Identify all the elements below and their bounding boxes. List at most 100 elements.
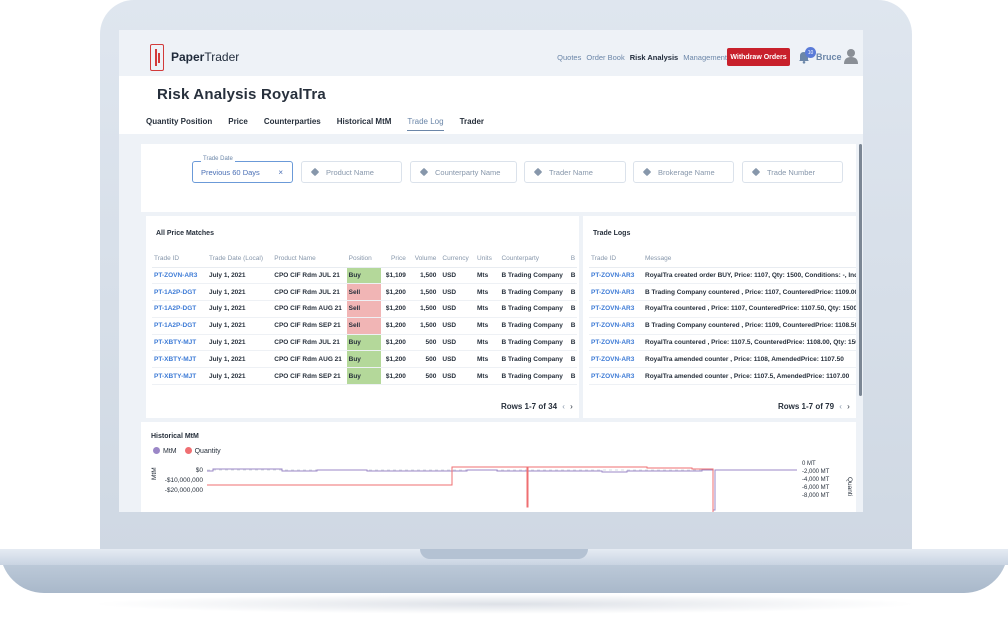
table-row[interactable]: PT-ZOVN-AR3 RoyalTra countered , Price: 1… <box>589 300 856 318</box>
col-trade-id[interactable]: Trade ID <box>589 250 643 268</box>
table-row[interactable]: PT-XBTY-MJT July 1, 2021 CPO CIF Rdm SEP 2… <box>152 367 577 386</box>
logo-icon[interactable] <box>150 44 164 71</box>
trade-date-legend: Trade Date <box>201 156 235 162</box>
trade-number-filter[interactable]: Trade Number <box>742 161 843 183</box>
table-row[interactable]: PT-1A2P-DGT July 1, 2021 CPO CIF Rdm SEP 2… <box>152 317 577 335</box>
col-price[interactable]: Price <box>381 250 410 268</box>
trade-id-cell[interactable]: PT-ZOVN-AR3 <box>152 267 208 285</box>
trade-date-cell: July 1, 2021 <box>207 267 273 285</box>
position-cell: Buy <box>346 367 382 386</box>
nav-risk-analysis[interactable]: Risk Analysis <box>629 53 679 62</box>
col-trade-date[interactable]: Trade Date (Local) <box>207 250 273 268</box>
nav-quotes[interactable]: Quotes <box>557 53 582 62</box>
col-b[interactable]: B <box>568 250 577 268</box>
trade-logs-pager: Rows 1-7 of 79 ‹ › <box>778 402 850 411</box>
trade-id-cell[interactable]: PT-ZOVN-AR3 <box>589 350 643 369</box>
table-row[interactable]: PT-ZOVN-AR3 RoyalTra amended counter , Pr… <box>589 367 856 386</box>
col-currency[interactable]: Currency <box>440 250 476 268</box>
mtm-chart-plot[interactable] <box>207 462 797 512</box>
nav-order-book[interactable]: Order Book <box>586 53 625 62</box>
price-matches-pager: Rows 1-7 of 34 ‹ › <box>501 402 573 411</box>
trade-id-cell[interactable]: PT-ZOVN-AR3 <box>589 267 643 285</box>
currency-cell: USD <box>440 367 476 386</box>
trade-id-cell[interactable]: PT-ZOVN-AR3 <box>589 300 643 318</box>
price-matches-table: Trade ID Trade Date (Local) Product Name… <box>152 250 577 386</box>
trade-id-cell[interactable]: PT-XBTY-MJT <box>152 350 208 369</box>
pager-label: Rows 1-7 of 79 <box>778 402 835 411</box>
historical-mtm-panel: Historical MtM MtM Quantity $0 -$10,000,… <box>141 422 856 512</box>
price-cell: $1,200 <box>381 283 410 302</box>
legend-item-quantity[interactable]: Quantity <box>184 447 221 455</box>
product-name-cell: CPO CIF Rdm JUL 21 <box>272 267 347 285</box>
tab-quantity-position[interactable]: Quantity Position <box>146 117 213 126</box>
trade-id-cell[interactable]: PT-1A2P-DGT <box>152 283 208 302</box>
next-page-button[interactable]: › <box>847 402 850 411</box>
mtm-series-line <box>207 468 797 511</box>
col-trade-id[interactable]: Trade ID <box>152 250 208 268</box>
tick-label: -8,000 MT <box>802 493 830 499</box>
user-name[interactable]: Bruce <box>816 52 842 62</box>
b-cell: B <box>568 267 577 285</box>
trade-id-cell[interactable]: PT-1A2P-DGT <box>152 317 208 335</box>
col-units[interactable]: Units <box>475 250 500 268</box>
tab-trade-log[interactable]: Trade Log <box>407 117 444 131</box>
col-product-name[interactable]: Product Name <box>272 250 347 268</box>
table-row[interactable]: PT-ZOVN-AR3 B Trading Company countered ,… <box>589 283 856 302</box>
trade-id-cell[interactable]: PT-1A2P-DGT <box>152 300 208 318</box>
counterparty-cell: B Trading Company <box>499 367 569 386</box>
brokerage-name-filter[interactable]: Brokerage Name <box>633 161 734 183</box>
table-row[interactable]: PT-ZOVN-AR3 B Trading Company countered ,… <box>589 317 856 335</box>
tab-historical-mtm[interactable]: Historical MtM <box>336 117 392 126</box>
table-row[interactable]: PT-1A2P-DGT July 1, 2021 CPO CIF Rdm JUL 2… <box>152 283 577 302</box>
scrollbar[interactable] <box>859 144 862 396</box>
avatar[interactable] <box>844 48 858 64</box>
col-message[interactable]: Message <box>643 250 856 268</box>
tab-price[interactable]: Price <box>228 117 248 126</box>
volume-cell: 1,500 <box>409 300 441 318</box>
app-logo[interactable]: PaperTrader <box>171 50 239 64</box>
message-cell: RoyalTra countered , Price: 1107, Counte… <box>643 300 856 318</box>
trade-date-filter[interactable]: Trade Date Previous 60 Days × <box>192 156 293 183</box>
table-row[interactable]: PT-XBTY-MJT July 1, 2021 CPO CIF Rdm JUL 2… <box>152 334 577 352</box>
col-volume[interactable]: Volume <box>409 250 441 268</box>
withdraw-orders-button[interactable]: Withdraw Orders <box>727 48 790 66</box>
table-row[interactable]: PT-ZOVN-AR3 RoyalTra amended counter , Pr… <box>589 350 856 369</box>
table-row[interactable]: PT-XBTY-MJT July 1, 2021 CPO CIF Rdm AUG 2… <box>152 350 577 369</box>
units-cell: Mts <box>475 367 500 386</box>
product-name-filter[interactable]: Product Name <box>301 161 402 183</box>
tag-icon <box>419 167 429 177</box>
trade-id-cell[interactable]: PT-ZOVN-AR3 <box>589 367 643 386</box>
col-position[interactable]: Position <box>346 250 382 268</box>
b-cell: B <box>568 367 577 386</box>
trade-id-cell[interactable]: PT-ZOVN-AR3 <box>589 317 643 335</box>
tag-icon <box>751 167 761 177</box>
trade-number-placeholder: Trade Number <box>767 167 816 177</box>
trade-id-cell[interactable]: PT-XBTY-MJT <box>152 367 208 386</box>
table-row[interactable]: PT-ZOVN-AR3 July 1, 2021 CPO CIF Rdm JUL 2… <box>152 267 577 285</box>
currency-cell: USD <box>440 267 476 285</box>
trader-name-filter[interactable]: Trader Name <box>524 161 626 183</box>
trade-id-cell[interactable]: PT-ZOVN-AR3 <box>589 334 643 352</box>
currency-cell: USD <box>440 334 476 352</box>
counterparty-name-filter[interactable]: Counterparty Name <box>410 161 517 183</box>
col-counterparty[interactable]: Counterparty <box>499 250 569 268</box>
units-cell: Mts <box>475 283 500 302</box>
table-row[interactable]: PT-1A2P-DGT July 1, 2021 CPO CIF Rdm AUG 2… <box>152 300 577 318</box>
next-page-button[interactable]: › <box>570 402 573 411</box>
prev-page-button[interactable]: ‹ <box>562 402 565 411</box>
volume-cell: 500 <box>409 334 441 352</box>
nav-management[interactable]: Management <box>683 53 727 62</box>
table-row[interactable]: PT-ZOVN-AR3 RoyalTra created order BUY, P… <box>589 267 856 285</box>
tick-label: 0 MT <box>802 461 816 467</box>
trade-id-cell[interactable]: PT-XBTY-MJT <box>152 334 208 352</box>
legend-item-mtm[interactable]: MtM <box>153 447 177 455</box>
tab-counterparties[interactable]: Counterparties <box>263 117 321 126</box>
price-cell: $1,200 <box>381 367 410 386</box>
trade-id-cell[interactable]: PT-ZOVN-AR3 <box>589 283 643 302</box>
tab-trader[interactable]: Trader <box>459 117 485 126</box>
title-panel: Risk Analysis RoyalTra Quantity Position… <box>119 76 863 134</box>
trade-date-cell: July 1, 2021 <box>207 317 273 335</box>
prev-page-button[interactable]: ‹ <box>839 402 842 411</box>
table-row[interactable]: PT-ZOVN-AR3 RoyalTra countered , Price: 1… <box>589 334 856 352</box>
clear-icon[interactable]: × <box>278 167 283 177</box>
